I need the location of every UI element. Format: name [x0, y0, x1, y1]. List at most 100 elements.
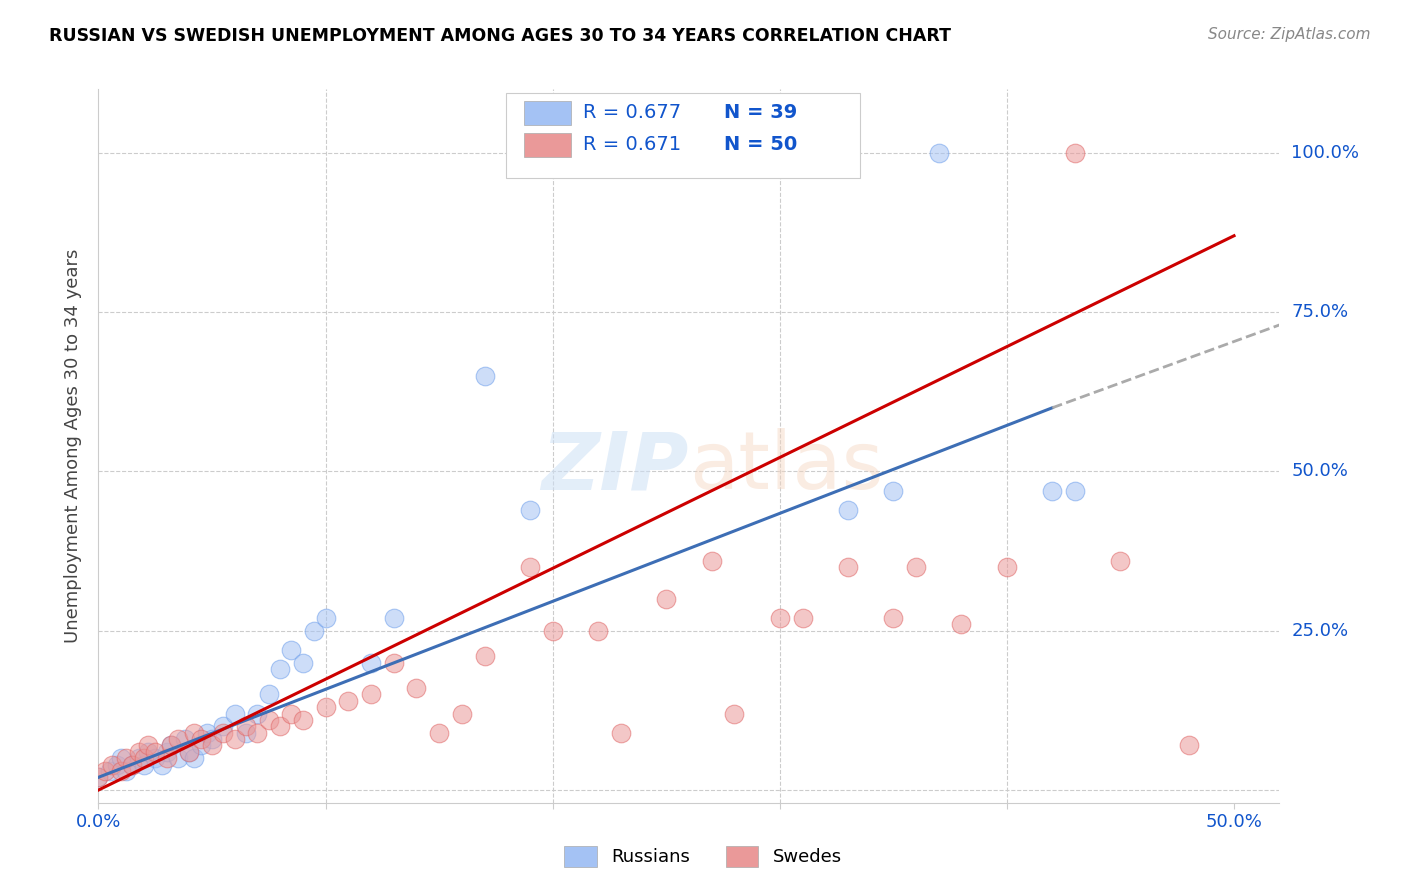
Point — [474, 649, 496, 664]
Point — [105, 757, 128, 772]
Point — [257, 688, 280, 702]
Text: atlas: atlas — [689, 428, 883, 507]
Point — [235, 719, 257, 733]
Point — [132, 757, 155, 772]
Point — [201, 732, 224, 747]
FancyBboxPatch shape — [523, 101, 571, 125]
Point — [269, 662, 291, 676]
Text: 25.0%: 25.0% — [1291, 622, 1348, 640]
Point — [950, 617, 973, 632]
Point — [101, 757, 124, 772]
Point — [110, 764, 132, 778]
Point — [405, 681, 427, 695]
Text: N = 50: N = 50 — [724, 136, 797, 154]
Point — [382, 656, 405, 670]
Point — [201, 739, 224, 753]
Text: 50.0%: 50.0% — [1291, 462, 1348, 481]
Point — [246, 706, 269, 721]
Point — [519, 502, 541, 516]
Point — [1040, 483, 1063, 498]
Point — [246, 725, 269, 739]
Point — [132, 751, 155, 765]
Point — [138, 739, 160, 753]
Point — [1064, 145, 1087, 160]
Point — [212, 725, 235, 739]
Text: ZIP: ZIP — [541, 428, 689, 507]
Point — [179, 745, 201, 759]
Point — [427, 725, 450, 739]
Point — [212, 719, 235, 733]
Point — [837, 502, 859, 516]
Point — [183, 751, 205, 765]
Point — [1109, 554, 1132, 568]
Point — [1064, 483, 1087, 498]
Point — [905, 560, 928, 574]
FancyBboxPatch shape — [506, 93, 860, 178]
Point — [167, 751, 190, 765]
Text: N = 39: N = 39 — [724, 103, 797, 122]
Point — [160, 739, 183, 753]
Point — [315, 611, 337, 625]
Text: R = 0.677: R = 0.677 — [582, 103, 681, 122]
Point — [360, 656, 382, 670]
Point — [224, 706, 246, 721]
Text: 100.0%: 100.0% — [1291, 144, 1360, 162]
Point — [128, 745, 150, 759]
Point — [474, 368, 496, 383]
Point — [723, 706, 745, 721]
Point — [128, 751, 150, 765]
Point — [360, 688, 382, 702]
Point — [280, 706, 302, 721]
Y-axis label: Unemployment Among Ages 30 to 34 years: Unemployment Among Ages 30 to 34 years — [65, 249, 83, 643]
Point — [143, 751, 166, 765]
Point — [138, 745, 160, 759]
Point — [87, 770, 110, 784]
Point — [291, 656, 314, 670]
Text: Source: ZipAtlas.com: Source: ZipAtlas.com — [1208, 27, 1371, 42]
Legend: Russians, Swedes: Russians, Swedes — [557, 838, 849, 874]
Point — [173, 732, 195, 747]
Point — [655, 591, 678, 606]
Point — [98, 764, 121, 778]
Point — [541, 624, 564, 638]
Point — [155, 745, 177, 759]
Point — [190, 732, 212, 747]
Text: 75.0%: 75.0% — [1291, 303, 1348, 321]
Point — [121, 757, 143, 772]
Point — [179, 745, 201, 759]
Point — [224, 732, 246, 747]
Point — [143, 745, 166, 759]
Point — [928, 145, 950, 160]
Point — [700, 554, 723, 568]
Text: RUSSIAN VS SWEDISH UNEMPLOYMENT AMONG AGES 30 TO 34 YEARS CORRELATION CHART: RUSSIAN VS SWEDISH UNEMPLOYMENT AMONG AG… — [49, 27, 952, 45]
Point — [291, 713, 314, 727]
Point — [995, 560, 1018, 574]
Point — [337, 694, 360, 708]
Point — [197, 725, 219, 739]
Point — [87, 770, 110, 784]
Point — [160, 739, 183, 753]
Point — [382, 611, 405, 625]
Point — [155, 751, 177, 765]
Point — [315, 700, 337, 714]
Point — [769, 611, 792, 625]
Point — [302, 624, 325, 638]
Point — [882, 483, 904, 498]
FancyBboxPatch shape — [523, 133, 571, 157]
Point — [280, 643, 302, 657]
Point — [610, 725, 633, 739]
Point — [519, 560, 541, 574]
Point — [94, 764, 117, 778]
Point — [167, 732, 190, 747]
Point — [114, 751, 136, 765]
Point — [837, 560, 859, 574]
Point — [110, 751, 132, 765]
Point — [792, 611, 814, 625]
Point — [150, 757, 173, 772]
Point — [586, 624, 609, 638]
Point — [1177, 739, 1199, 753]
Point — [121, 757, 143, 772]
Point — [257, 713, 280, 727]
Point — [114, 764, 136, 778]
Point — [190, 739, 212, 753]
